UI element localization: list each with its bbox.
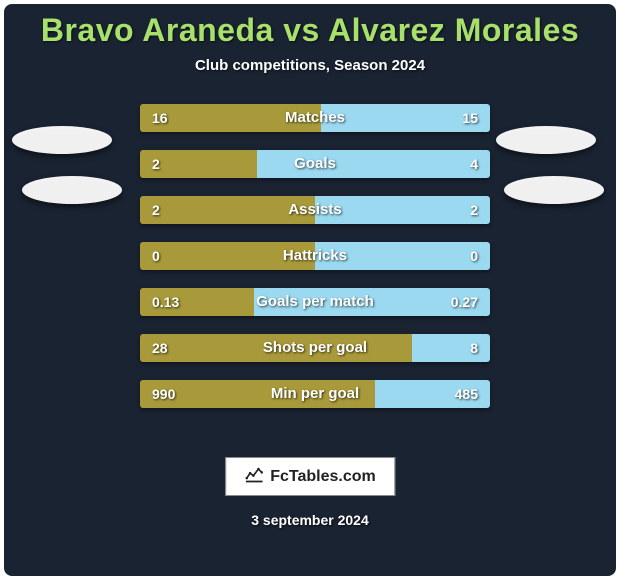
bar-left xyxy=(140,288,254,316)
bar-right xyxy=(321,104,490,132)
bar-track xyxy=(140,288,490,316)
chart-icon xyxy=(244,464,264,489)
bar-track xyxy=(140,104,490,132)
bar-right xyxy=(375,380,490,408)
bar-right xyxy=(257,150,490,178)
attribution-badge: FcTables.com xyxy=(225,457,395,496)
bar-track xyxy=(140,334,490,362)
bar-track xyxy=(140,242,490,270)
date-text: 3 september 2024 xyxy=(4,512,616,528)
page-title: Bravo Araneda vs Alvarez Morales xyxy=(4,12,616,49)
stat-row: Min per goal990485 xyxy=(4,380,616,426)
stat-row: Goals per match0.130.27 xyxy=(4,288,616,334)
stat-row: Hattricks00 xyxy=(4,242,616,288)
subtitle: Club competitions, Season 2024 xyxy=(4,57,616,74)
ellipse-decoration xyxy=(504,176,604,204)
bar-track xyxy=(140,150,490,178)
bar-right xyxy=(412,334,490,362)
bar-left xyxy=(140,242,315,270)
stat-row: Shots per goal288 xyxy=(4,334,616,380)
ellipse-decoration xyxy=(12,126,112,154)
bar-left xyxy=(140,334,412,362)
bar-right xyxy=(315,242,490,270)
bar-left xyxy=(140,150,257,178)
bar-left xyxy=(140,104,321,132)
comparison-card: Bravo Araneda vs Alvarez Morales Club co… xyxy=(4,4,616,576)
ellipse-decoration xyxy=(22,176,122,204)
ellipse-decoration xyxy=(496,126,596,154)
bar-left xyxy=(140,380,375,408)
bar-track xyxy=(140,380,490,408)
bar-left xyxy=(140,196,315,224)
bar-track xyxy=(140,196,490,224)
bar-right xyxy=(254,288,490,316)
stat-row: Assists22 xyxy=(4,196,616,242)
bar-right xyxy=(315,196,490,224)
attribution-text: FcTables.com xyxy=(270,468,376,486)
